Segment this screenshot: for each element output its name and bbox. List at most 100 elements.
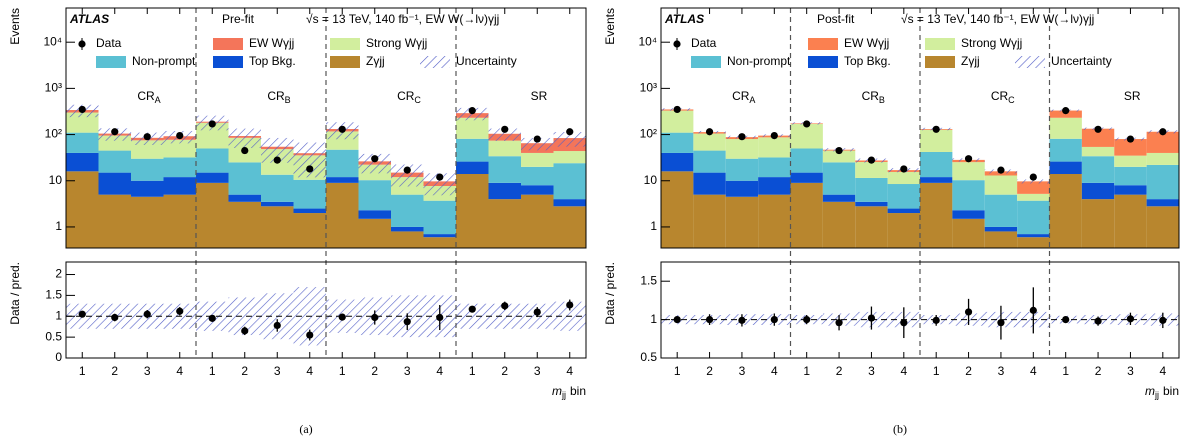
data-point [770,131,778,140]
ratio-point [1126,315,1135,323]
bar-segment [1049,138,1082,162]
x-label-text: bin [570,384,586,398]
bar-segment [228,194,261,202]
ratio-y-axis-label: Data / pred. [603,262,617,325]
bar-segment [521,194,554,248]
ratio-point [501,302,509,310]
bar-segment [887,208,920,214]
x-label-text: bin [1163,384,1179,398]
bar-segment [163,157,196,178]
main-frame [65,7,587,249]
bar-segment [293,213,326,248]
x-tick-label: 2 [965,364,972,378]
bar-segment [98,194,131,248]
x-tick-label: 2 [371,364,378,378]
legend-marker [673,40,681,48]
x-tick-label: 4 [566,364,573,378]
x-tick-label: 1 [1062,364,1069,378]
bar-segment [488,156,521,183]
data-point [403,166,411,174]
bar-segment [423,237,456,248]
bar-segment [1017,181,1050,194]
bar-segment [66,112,99,133]
x-tick-label: 3 [998,364,1005,378]
bar-segment [131,196,164,248]
x-tick-label: 3 [868,364,875,378]
x-label-symbol: m [552,384,562,398]
bar-segment [984,226,1018,232]
bar-segment [693,172,726,195]
bar-segment [326,177,359,183]
bar-segment [553,163,586,200]
data-point [176,131,184,140]
legend-swatch [330,56,360,68]
legend-label: Uncertainty [456,54,517,68]
bar-segment [822,162,856,195]
x-tick-label: 2 [501,364,508,378]
legend-label: Top Bkg. [249,54,296,68]
ratio-point [932,316,940,324]
bar-segment [456,174,489,248]
bar-segment [1081,182,1115,200]
bar-segment [1081,128,1115,147]
bar-segment [391,226,424,232]
bar-segment [920,151,953,178]
x-tick-label: 1 [674,364,681,378]
legend-swatch [808,56,838,68]
bar-segment [887,213,920,248]
x-tick-label: 3 [739,364,746,378]
region-subscript: C [414,95,421,105]
bar-segment [391,231,424,248]
x-tick-label: 4 [1030,364,1037,378]
legend-label: EW Wγjj [844,36,889,50]
data-point [867,156,876,164]
ratio-point [867,314,876,322]
ratio-point [306,331,314,339]
bar-segment [1114,185,1147,195]
bar-segment [98,172,131,195]
bar-segment [952,210,985,219]
bar-segment [758,177,791,195]
region-subscript: B [879,95,885,105]
bar-segment [725,196,759,248]
bar-segment [693,194,726,248]
bar-segment [984,231,1018,248]
data-point [1159,128,1167,136]
data-point [241,146,249,155]
x-tick-label: 1 [209,364,216,378]
region-name: SR [1124,89,1141,103]
bar-segment [1146,152,1179,165]
bar-segment [488,199,521,248]
region-subscript: A [749,95,755,105]
bar-segment [66,171,99,248]
region-label: CRA [137,89,160,105]
bar-segment [1146,131,1179,153]
bar-segment [228,162,261,195]
bar-segment [693,133,726,151]
bar-segment [1081,199,1115,248]
legend-swatch [1015,56,1045,68]
bar-segment [1017,193,1050,201]
x-tick-label: 1 [803,364,810,378]
x-axis-label: mjj bin [552,384,586,400]
legend-swatch [420,56,450,68]
bar-segment [725,158,759,181]
legend-swatch [691,56,721,68]
bar-segment [521,185,554,195]
bar-segment [521,166,554,186]
bar-segment [758,194,791,248]
ratio-point [403,318,411,326]
bar-segment [358,210,391,219]
ratio-y-tick-label: 0 [55,350,62,364]
uncertainty-band [358,153,391,174]
ratio-point [705,316,714,324]
bar-segment [790,172,823,183]
bar-segment [661,132,694,153]
bar-segment [261,206,294,248]
data-point [997,166,1005,174]
ratio-point [208,314,216,322]
data-point [111,128,119,136]
bar-segment [822,150,856,163]
x-tick-label: 4 [771,364,778,378]
